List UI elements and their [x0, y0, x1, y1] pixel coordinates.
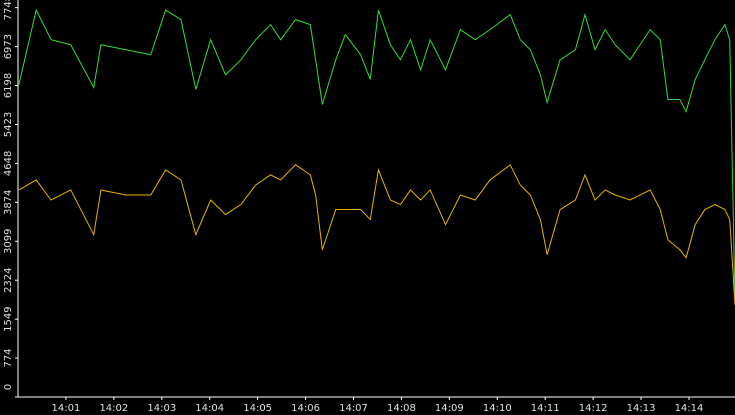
x-tick-label: 14:14	[675, 403, 704, 414]
x-tick-label: 14:04	[195, 403, 224, 414]
y-tick-label: 6973	[3, 34, 14, 59]
x-tick-label: 14:06	[291, 403, 320, 414]
x-tick-label: 14:05	[243, 403, 272, 414]
x-tick-label: 14:11	[531, 403, 560, 414]
y-tick-label: 3874	[3, 190, 14, 215]
y-tick-label: 1549	[3, 306, 14, 331]
x-tick-label: 14:01	[52, 403, 81, 414]
y-tick-label: 3099	[3, 229, 14, 254]
y-tick-label: 7748	[3, 0, 14, 20]
y-tick-label: 6198	[3, 73, 14, 98]
x-tick-label: 14:13	[627, 403, 656, 414]
x-tick-label: 14:08	[387, 403, 416, 414]
y-tick-label: 2324	[3, 267, 14, 292]
series-line	[18, 164, 735, 306]
x-tick-label: 14:03	[147, 403, 176, 414]
x-tick-label: 14:10	[483, 403, 512, 414]
y-tick-label: 774	[3, 349, 14, 368]
x-tick-label: 14:07	[339, 403, 368, 414]
y-tick-label: 4648	[3, 151, 14, 176]
y-tick-label: 0	[3, 384, 14, 390]
x-tick-label: 14:12	[579, 403, 608, 414]
x-tick-label: 14:09	[435, 403, 464, 414]
x-tick-label: 14:02	[99, 403, 128, 414]
series-line	[18, 8, 735, 301]
y-tick-label: 5423	[3, 112, 14, 137]
